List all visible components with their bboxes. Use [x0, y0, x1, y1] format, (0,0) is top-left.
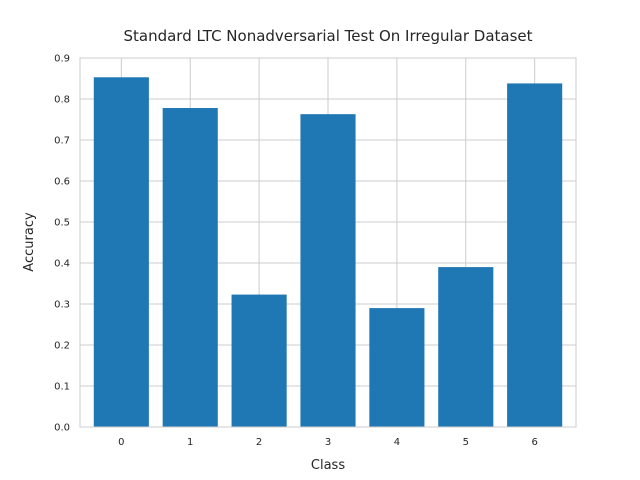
- y-tick-label: 0.4: [54, 259, 70, 270]
- y-axis-label: Accuracy: [22, 212, 37, 272]
- bar-class-6: [507, 83, 563, 428]
- y-tick-label: 0.5: [54, 218, 70, 229]
- y-tick-label: 0.7: [54, 136, 70, 147]
- bars: [93, 77, 563, 428]
- y-tick-label: 0.8: [54, 95, 70, 106]
- bar-class-3: [300, 114, 356, 428]
- x-tick-label: 0: [118, 437, 124, 448]
- y-tick-label: 0.0: [54, 423, 70, 434]
- y-tick-label: 0.3: [54, 300, 70, 311]
- x-tick-label: 5: [463, 437, 469, 448]
- x-tick-label: 2: [256, 437, 262, 448]
- x-tick-label: 3: [325, 437, 331, 448]
- bar-class-4: [369, 308, 425, 427]
- x-tick-label: 4: [394, 437, 400, 448]
- y-tick-labels: 0.0 0.1 0.2 0.3 0.4 0.5 0.6 0.7 0.8 0.9: [54, 54, 70, 434]
- x-tick-label: 6: [531, 437, 537, 448]
- y-tick-label: 0.1: [54, 382, 70, 393]
- bar-class-5: [438, 267, 494, 427]
- bar-class-2: [231, 294, 287, 427]
- x-axis-label: Class: [311, 458, 345, 473]
- y-tick-label: 0.2: [54, 341, 70, 352]
- y-tick-label: 0.9: [54, 54, 70, 65]
- x-tick-label: 1: [187, 437, 193, 448]
- chart-title: Standard LTC Nonadversarial Test On Irre…: [123, 27, 532, 45]
- y-tick-label: 0.6: [54, 177, 70, 188]
- bar-class-1: [162, 108, 218, 428]
- plot-area-frame: [79, 57, 577, 428]
- bar-class-0: [93, 77, 149, 428]
- x-tick-labels: 0 1 2 3 4 5 6: [118, 437, 538, 448]
